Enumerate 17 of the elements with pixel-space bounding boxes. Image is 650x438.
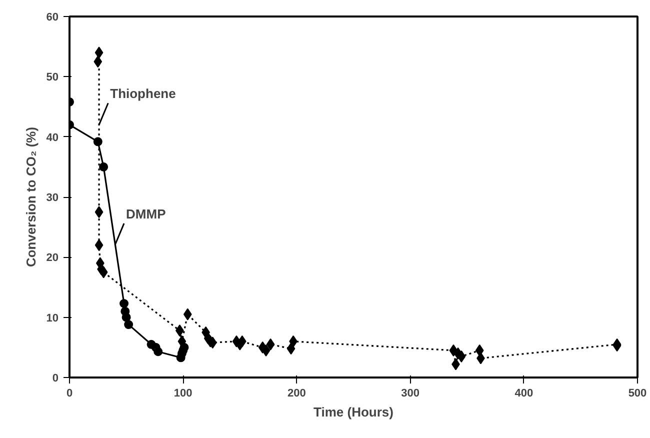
y-tick-label: 40 xyxy=(46,132,59,144)
x-tick-label: 0 xyxy=(66,388,73,400)
y-tick-label: 0 xyxy=(52,372,59,384)
annotation: Thiophene xyxy=(110,86,176,102)
y-tick-label: 10 xyxy=(46,312,59,324)
x-tick-label: 300 xyxy=(401,388,420,400)
annotation: DMMP xyxy=(126,206,166,222)
x-tick-label: 400 xyxy=(514,388,534,400)
x-tick-label: 200 xyxy=(288,388,306,400)
y-tick-label: 30 xyxy=(46,192,59,204)
y-tick-label: 50 xyxy=(46,72,59,84)
y-axis-title: Conversion to CO₂ (%) xyxy=(23,126,38,268)
y-tick-label: 20 xyxy=(46,252,59,264)
x-tick-label: 100 xyxy=(174,388,192,400)
x-axis-title: Time (Hours) xyxy=(314,404,394,420)
x-tick-label: 500 xyxy=(628,388,647,400)
y-tick-label: 60 xyxy=(46,12,59,24)
